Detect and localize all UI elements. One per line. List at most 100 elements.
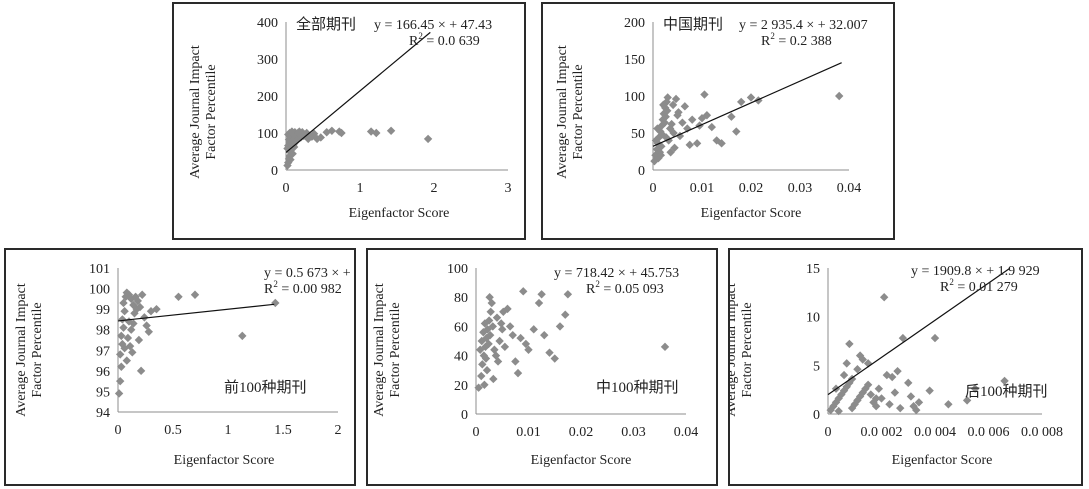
data-point bbox=[386, 126, 396, 135]
y-tick-label: 98 bbox=[96, 324, 110, 339]
data-point bbox=[135, 302, 145, 312]
y-axis-title-line: Factor Percentile bbox=[388, 302, 403, 397]
data-point bbox=[654, 133, 664, 142]
x-tick-label: 0.03 bbox=[621, 425, 646, 440]
y-axis-title-line: Factor Percentile bbox=[30, 302, 45, 397]
data-point bbox=[138, 290, 147, 299]
r-squared: R2 = 0.01 279 bbox=[940, 277, 1018, 295]
x-tick-label: 0.0 002 bbox=[861, 425, 903, 440]
data-point bbox=[524, 345, 533, 354]
y-tick-label: 200 bbox=[624, 16, 645, 31]
y-tick-label: 0 bbox=[271, 164, 278, 179]
data-point bbox=[479, 328, 488, 337]
chart-panel-top-100: 94 95 96 97 98 99 100 101 0 0.5 1 1.5 2 前100种期刊 y = 0.… bbox=[4, 248, 356, 486]
x-tick-label: 0.02 bbox=[739, 181, 764, 196]
data-point bbox=[930, 333, 940, 343]
data-point bbox=[498, 325, 507, 334]
data-point bbox=[513, 368, 523, 378]
data-point bbox=[271, 298, 280, 308]
scatter-chart-svg: 0 100 200 300 400 0 1 2 3 全部期刊 y = 166.45 × + 47.4… bbox=[188, 15, 512, 221]
scatter-chart-svg: 0 50 100 150 200 0 0.01 0.02 0.03 0.04 中国期刊 y = 2 9… bbox=[555, 16, 868, 221]
y-axis-title-line: Factor Percentile bbox=[204, 64, 219, 159]
y-tick-label: 20 bbox=[454, 379, 468, 394]
data-point bbox=[874, 384, 884, 393]
r-squared: R2 = 0.00 982 bbox=[264, 279, 342, 297]
data-point bbox=[661, 103, 670, 113]
data-point bbox=[123, 333, 133, 343]
data-point bbox=[190, 290, 200, 299]
data-point bbox=[493, 357, 503, 366]
data-point bbox=[890, 388, 900, 397]
data-point bbox=[970, 384, 980, 393]
data-point bbox=[839, 370, 849, 380]
data-point bbox=[912, 405, 921, 415]
x-axis-title: Eigenfactor Score bbox=[531, 453, 632, 468]
data-point bbox=[529, 325, 538, 334]
data-point bbox=[519, 287, 528, 296]
data-point bbox=[118, 315, 127, 324]
data-point bbox=[667, 119, 676, 129]
y-tick-label: 5 bbox=[813, 359, 820, 374]
data-point bbox=[477, 371, 486, 381]
y-axis-title: Average Journal Impact Factor Percentile bbox=[14, 283, 45, 417]
data-point bbox=[485, 293, 494, 302]
y-axis-title: Average Journal Impact Factor Percentile bbox=[555, 45, 586, 179]
data-point bbox=[842, 359, 851, 368]
data-point bbox=[962, 396, 972, 405]
data-point bbox=[128, 348, 137, 357]
chart-panel-middle-100: 0 20 40 60 80 100 0 0.01 0.02 0.03 0.04 中100种期刊 y = … bbox=[366, 248, 718, 486]
y-tick-label: 100 bbox=[257, 127, 278, 142]
trendline bbox=[117, 303, 275, 322]
data-point bbox=[500, 342, 510, 352]
data-point bbox=[488, 322, 497, 331]
data-point bbox=[660, 118, 669, 127]
data-point bbox=[481, 354, 491, 363]
series-tag-label: 全部期刊 bbox=[296, 15, 356, 33]
data-point bbox=[134, 335, 144, 345]
data-point bbox=[879, 293, 889, 302]
data-point bbox=[129, 319, 138, 328]
x-tick-label: 0.0 006 bbox=[968, 425, 1010, 440]
data-point bbox=[480, 380, 489, 389]
r-squared: R2 = 0.0 639 bbox=[409, 31, 480, 49]
data-point bbox=[304, 134, 313, 144]
data-point bbox=[480, 319, 490, 328]
x-axis-title: Eigenfactor Score bbox=[174, 453, 275, 468]
data-point bbox=[116, 350, 125, 359]
data-point bbox=[555, 322, 565, 331]
y-axis-title-line: Average Journal Impact bbox=[14, 283, 29, 417]
y-tick-label: 99 bbox=[96, 303, 110, 318]
data-point bbox=[120, 344, 129, 353]
trend-equation: y = 718.42 × + 45.753 bbox=[554, 266, 679, 281]
series-tag-label: 中100种期刊 bbox=[596, 379, 679, 396]
data-point bbox=[290, 133, 300, 143]
data-point bbox=[563, 290, 573, 299]
data-point bbox=[119, 298, 128, 308]
chart-panel-bottom-100: 0 5 10 15 0 0.0 002 0.0 004 0.0 006 0.0 008 后100种… bbox=[728, 248, 1083, 486]
y-tick-label: 400 bbox=[257, 16, 278, 31]
y-tick-label: 10 bbox=[806, 311, 820, 326]
data-point bbox=[482, 333, 491, 343]
data-point bbox=[508, 330, 517, 340]
data-point bbox=[503, 304, 512, 314]
data-point bbox=[660, 342, 670, 352]
data-point bbox=[674, 108, 683, 117]
x-axis-title: Eigenfactor Score bbox=[349, 206, 450, 221]
data-point bbox=[925, 386, 934, 395]
data-point bbox=[863, 359, 873, 368]
data-point bbox=[944, 400, 953, 409]
data-point bbox=[835, 91, 844, 101]
y-tick-label: 101 bbox=[89, 262, 110, 277]
data-point bbox=[495, 336, 504, 346]
x-tick-label: 0.03 bbox=[788, 181, 813, 196]
y-axis-title-line: Average Journal Impact bbox=[730, 283, 739, 417]
y-tick-label: 200 bbox=[257, 90, 278, 105]
x-tick-label: 0.01 bbox=[690, 181, 715, 196]
scatter-chart-svg: 94 95 96 97 98 99 100 101 0 0.5 1 1.5 2 前100种期刊 y = 0.… bbox=[14, 262, 354, 468]
x-tick-label: 1 bbox=[357, 181, 364, 196]
data-point bbox=[119, 323, 128, 332]
scatter-chart-svg: 0 20 40 60 80 100 0 0.01 0.02 0.03 0.04 中100种期刊 y = … bbox=[372, 262, 698, 468]
data-point bbox=[122, 356, 131, 365]
data-point bbox=[477, 336, 486, 346]
data-point bbox=[152, 304, 161, 314]
